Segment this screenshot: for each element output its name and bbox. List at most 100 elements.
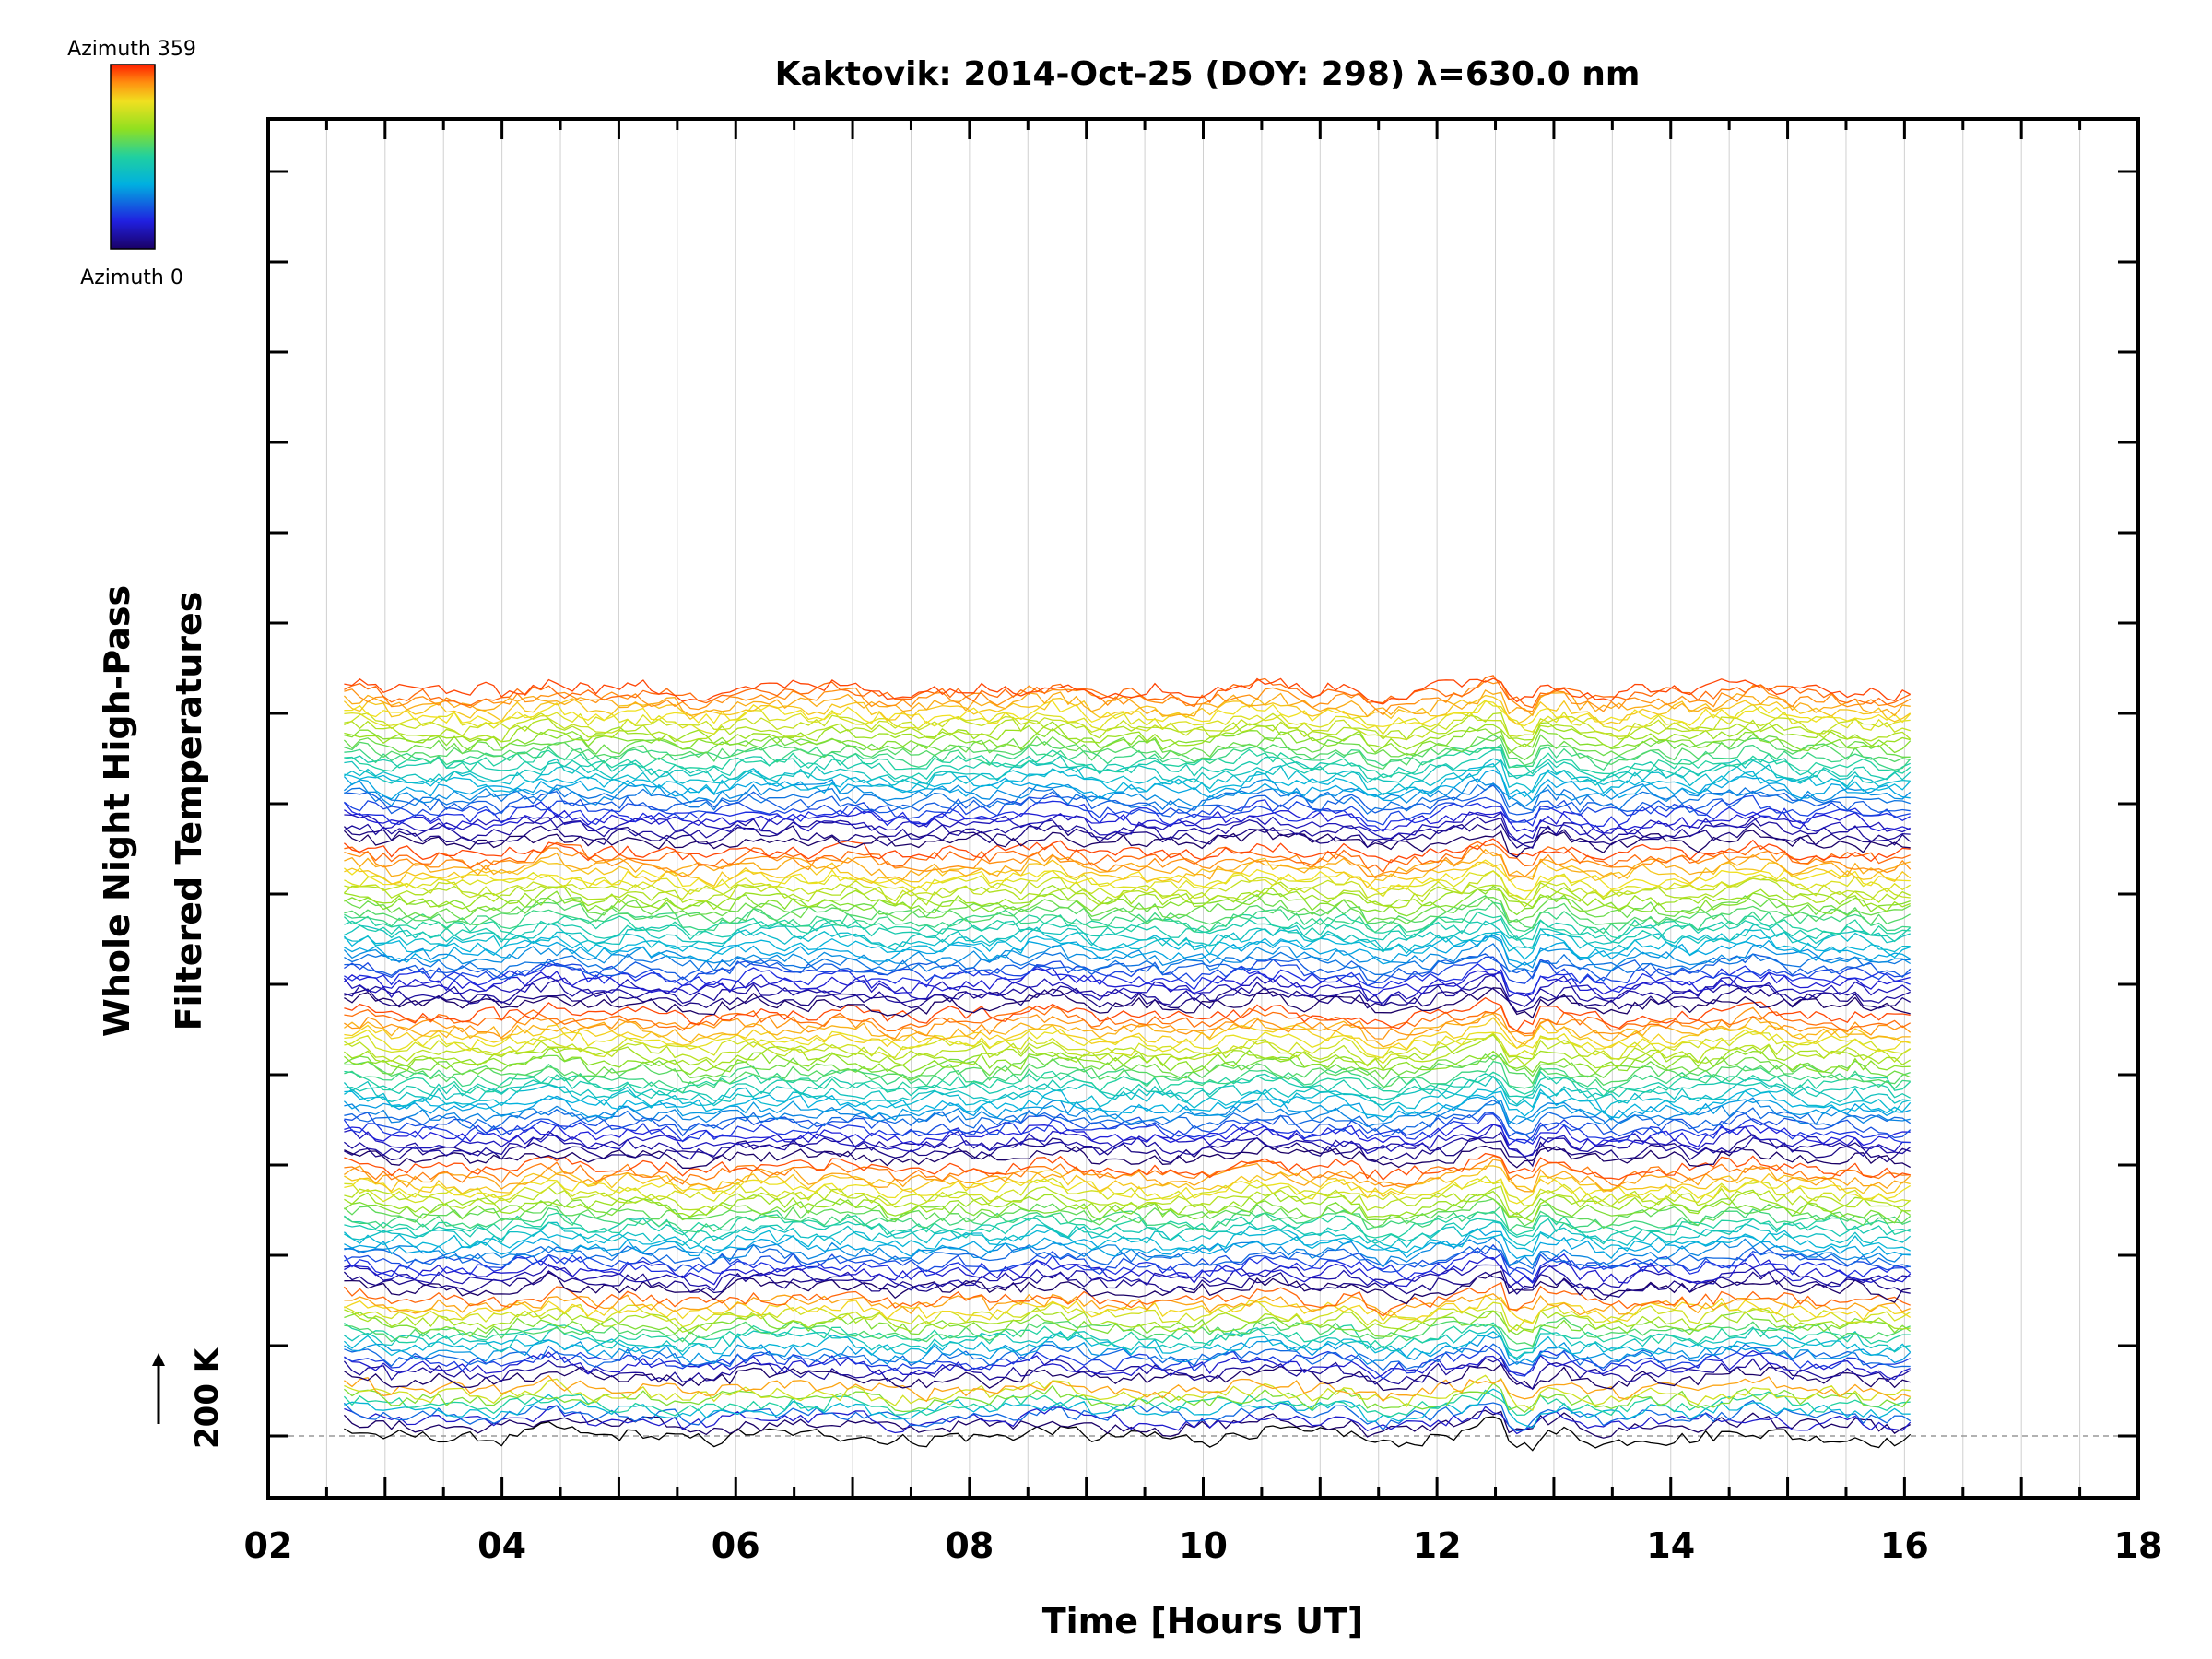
series-line [344,1053,1911,1081]
series-line [344,758,1911,796]
x-tick-label: 16 [1880,1525,1929,1566]
x-tick-label: 08 [945,1525,994,1566]
series-line [344,1159,1912,1193]
series-line [344,1099,1912,1135]
series-line [343,911,1911,940]
series-line [344,1374,1911,1412]
series-line [344,1243,1911,1277]
series-line [344,943,1911,975]
series-line [344,901,1911,935]
series-line [344,1185,1912,1216]
series-line [344,677,1912,705]
series-line [344,884,1911,912]
series-line [344,1205,1911,1233]
series-line [344,857,1912,888]
series-line [344,1300,1912,1332]
series-line [344,885,1911,917]
series-line [344,918,1912,944]
series-line [344,1263,1911,1291]
series-line [344,1134,1911,1168]
series-line [344,987,1911,1019]
series-line [344,1307,1911,1335]
series-line [343,1198,1912,1229]
series-line [344,712,1912,748]
series-line [344,1013,1911,1048]
series-line [344,1070,1912,1098]
series-line [344,794,1911,826]
series-line [343,1095,1911,1125]
series-line [344,1017,1911,1051]
scale-bar-label: 200 K [189,1347,226,1449]
x-tick-label: 12 [1413,1525,1462,1566]
y-axis-label-line1: Whole Night High-Pass [97,585,137,1037]
series-line [344,893,1912,924]
x-tick-label: 18 [2114,1525,2163,1566]
x-axis-label: Time [Hours UT] [1042,1601,1364,1641]
series-line [343,828,1911,858]
series-line [343,1034,1912,1071]
series-line [344,784,1911,818]
series-line [344,758,1912,786]
series-line [344,1228,1911,1260]
series-line [343,1075,1911,1107]
series-line [344,782,1911,815]
series-line [344,811,1911,841]
series-line [344,806,1911,835]
series-line [344,1032,1912,1067]
series-line [344,1294,1912,1324]
series-line [344,1325,1911,1359]
series-line [344,1374,1911,1403]
series-line [343,1250,1912,1283]
series-line [343,694,1912,725]
series-line [343,1281,1911,1317]
series-line [344,1060,1911,1094]
series-line [344,1054,1911,1088]
x-tick-labels: 02 04 06 08 10 12 14 16 18 [244,1525,2163,1566]
series-line [344,1257,1912,1288]
series-line [344,1152,1911,1181]
series-line [344,1363,1911,1392]
series-line [344,848,1911,881]
colorbar-gradient [110,64,156,250]
series-line [343,1130,1912,1160]
series-line [344,844,1912,878]
colorbar-bottom-label: Azimuth 0 [80,266,183,289]
series-line [344,1097,1911,1128]
series-line [344,841,1911,874]
grid-lines [325,119,2081,1498]
series-line [344,1236,1911,1268]
series-line [344,1345,1911,1380]
series-line [343,859,1911,892]
series-line [344,935,1912,966]
series-line [344,1270,1911,1305]
series-line [343,1356,1912,1390]
series-line [343,971,1912,1004]
series-line [343,1382,1912,1414]
scale-bar: 200 K [152,1347,226,1449]
series-line [343,778,1912,808]
series-line [344,1416,1912,1452]
series-line [344,926,1911,955]
series-line [344,1124,1911,1158]
series-line [344,1175,1912,1205]
series-line [344,1210,1911,1239]
series-line [344,973,1911,1008]
series-line [344,1343,1911,1371]
x-tick-label: 04 [477,1525,526,1566]
y-axis-label-line2: Filtered Temperatures [169,592,209,1031]
axis-ticks [266,119,2140,1498]
series-line [344,1006,1912,1035]
series-line [343,877,1911,909]
series-line [344,726,1912,756]
series-line [344,679,1912,716]
series-line [344,956,1911,987]
series-line [344,762,1912,798]
series-line [344,1349,1911,1381]
series-line [344,1221,1912,1249]
series-line [344,1193,1912,1224]
series-line [343,838,1911,864]
series-line [344,962,1911,995]
series-line [343,1389,1911,1418]
series-line [344,1243,1911,1270]
